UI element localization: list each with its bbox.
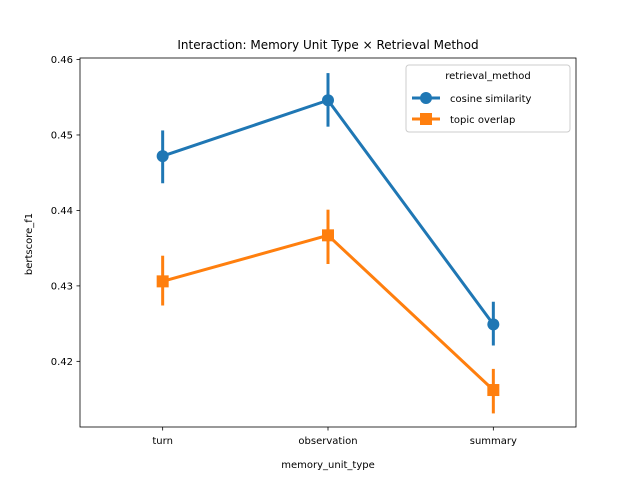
y-tick-label: 0.44 bbox=[51, 206, 73, 217]
legend-marker bbox=[420, 113, 432, 125]
x-tick-label: turn bbox=[152, 436, 173, 447]
series-0 bbox=[156, 73, 500, 346]
data-point bbox=[322, 94, 334, 107]
y-tick-label: 0.46 bbox=[51, 55, 73, 66]
y-tick-label: 0.43 bbox=[51, 281, 73, 292]
data-point bbox=[156, 275, 169, 288]
data-point bbox=[322, 229, 334, 242]
y-tick-label: 0.42 bbox=[51, 357, 73, 368]
y-axis-label: bertscore_f1 bbox=[24, 213, 35, 275]
legend-title: retrieval_method bbox=[445, 71, 530, 82]
x-tick-label: summary bbox=[470, 436, 517, 447]
legend-item-1: topic overlap bbox=[412, 113, 515, 126]
legend-label: topic overlap bbox=[450, 115, 515, 126]
legend-frame bbox=[405, 64, 571, 133]
x-axis-label: memory_unit_type bbox=[281, 460, 375, 471]
plot-area: turn observation summary 0.42 0.43 0.44 0.45 0.… bbox=[51, 55, 577, 447]
y-tick-label: 0.45 bbox=[51, 130, 73, 141]
data-point bbox=[487, 318, 500, 331]
data-point bbox=[156, 150, 169, 163]
chart-title: Interaction: Memory Unit Type × Retrieva… bbox=[177, 38, 478, 52]
legend-label: cosine similarity bbox=[450, 94, 531, 105]
legend-item-0: cosine similarity bbox=[412, 92, 531, 105]
x-tick-label: observation bbox=[298, 436, 357, 447]
series-1 bbox=[156, 209, 500, 414]
legend-marker bbox=[420, 92, 432, 104]
data-point bbox=[487, 384, 500, 397]
